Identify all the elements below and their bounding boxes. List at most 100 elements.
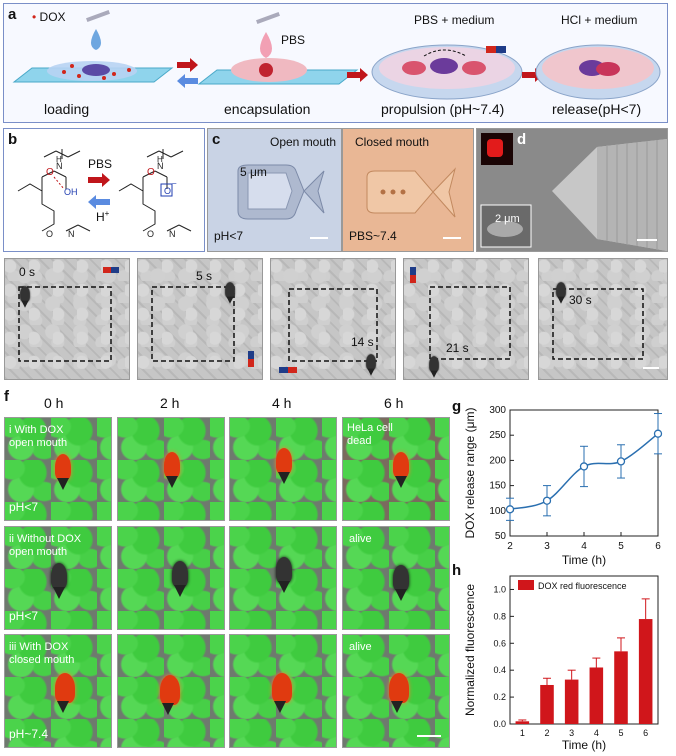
row-ph: pH<7 [9,609,39,623]
y-tick-label: 0.2 [493,692,506,702]
row-line1: Without DOX [16,533,82,545]
microrobot-icon [20,286,30,308]
fluorescence-row-iii-6h: alive [342,634,450,748]
x-tick-label: 2 [507,541,513,552]
end-label: HeLa cell [347,422,393,434]
bar [564,679,579,724]
y-tick-label: 50 [495,531,507,542]
time-label: 14 s [351,335,374,349]
roman-numeral: iii [9,641,17,653]
scale-bar [443,237,461,239]
h-plus-base: H [96,210,105,224]
h-plus-sup: + [104,209,110,218]
svg-text:N: N [68,229,75,239]
x-tick-label: 3 [544,541,550,552]
x-tick-label: 4 [581,541,587,552]
y-tick-label: 0.6 [493,638,506,648]
microrobot-icon [366,354,376,376]
fluorescence-row-i-6h: HeLa cell dead [342,417,450,521]
bar [614,651,628,724]
closed-mouth-robot-image [366,167,456,218]
magnet-icon [103,267,111,273]
plot-frame [509,575,659,725]
panel-d-letter: d [517,131,527,148]
svg-text:N: N [157,161,164,171]
fluorescence-row-i-2h [117,417,225,521]
tracking-frame-14s: 14 s [270,258,396,380]
pbs-label: PBS [281,33,306,47]
time-label: 30 s [569,293,592,307]
row-line1: With DOX [19,641,69,653]
svg-text:N: N [169,229,176,239]
dox-legend-label: DOX [39,10,66,24]
microrobot-icon [172,561,188,597]
dox-dot-icon: • [32,10,37,24]
fluorescence-row-iii-0h: iii With DOX closed mouth pH~7.4 [4,634,112,748]
data-point [579,462,589,471]
x-axis-label: Time (h) [562,738,606,752]
row-i-end-label: HeLa cell dead [347,422,393,448]
magnet-icon [288,367,297,373]
magnet-icon [111,267,119,273]
x-tick-label: 5 [618,541,624,552]
col-time-4h: 4 h [272,395,292,411]
microrobot-icon [429,356,439,378]
fluorescence-row-i-0h: i With DOX open mouth pH<7 [4,417,112,521]
end-label: alive [349,533,372,545]
bar [540,684,554,724]
svg-text:N: N [56,161,63,171]
tracking-frame-30s: 30 s [538,258,668,380]
x-tick-label: 6 [643,728,648,738]
y-tick-label: 1.0 [493,584,506,594]
y-tick-label: 0.8 [493,611,506,621]
x-axis-label: Time (h) [562,553,606,567]
y-tick-label: 100 [489,506,506,517]
col-time-2h: 2 h [160,395,180,411]
panel-a-letter: a [8,6,17,23]
sem-image [477,129,667,251]
microrobot-icon [51,563,67,599]
x-tick-label: 5 [618,728,623,738]
panel-b: O N H OH O N O N H O − O N b PBS H+ [3,128,205,252]
row-ii-label: ii Without DOX open mouth [9,533,81,559]
y-tick-label: 300 [489,405,506,416]
pbs-reagent: PBS [88,157,113,171]
y-tick-label: 250 [489,430,506,441]
fluorescence-row-ii-0h: ii Without DOX open mouth pH<7 [4,526,112,630]
time-label: 0 s [19,265,36,279]
svg-text:−: − [172,179,177,188]
x-tick-label: 6 [655,541,661,552]
fluorescence-row-iii-2h [117,634,225,748]
scale-bar [643,367,659,369]
bar [638,619,653,724]
fluorescence-row-ii-2h [117,526,225,630]
data-point [542,496,552,505]
stage-4-top-label: HCl + medium [561,13,638,27]
data-point [653,429,663,438]
end-label: alive [349,641,372,653]
panel-g-letter: g [452,398,462,415]
row-i-label: i With DOX open mouth [9,424,67,450]
svg-text:O: O [147,229,154,239]
h-plus: H+ [96,209,109,224]
row-ph: pH<7 [9,500,39,514]
microrobot-icon [389,673,409,713]
svg-text:OH: OH [64,187,78,197]
time-label: 21 s [446,341,469,355]
panel-d: d 2 μm [476,128,668,252]
microrobot-icon [164,452,180,488]
step-encapsulation: encapsulation [224,101,311,117]
panel-c-right: Closed mouth PBS~7.4 [342,128,474,252]
fluorescence-row-ii-6h: alive [342,526,450,630]
chart-g: 50 100 150 200 250 300 2 3 4 5 6 Time (h) DOX releas… [463,405,663,567]
microrobot-icon [556,282,566,304]
step-loading: loading [44,101,90,117]
legend-swatch [518,580,534,590]
svg-text:O: O [164,186,171,196]
roman-numeral: ii [9,533,14,545]
size-5um: 5 μm [240,165,267,179]
x-tick-label: 1 [520,728,525,738]
data-point [616,457,626,466]
scale-bar [637,239,657,241]
x-tick-label: 4 [594,728,599,738]
